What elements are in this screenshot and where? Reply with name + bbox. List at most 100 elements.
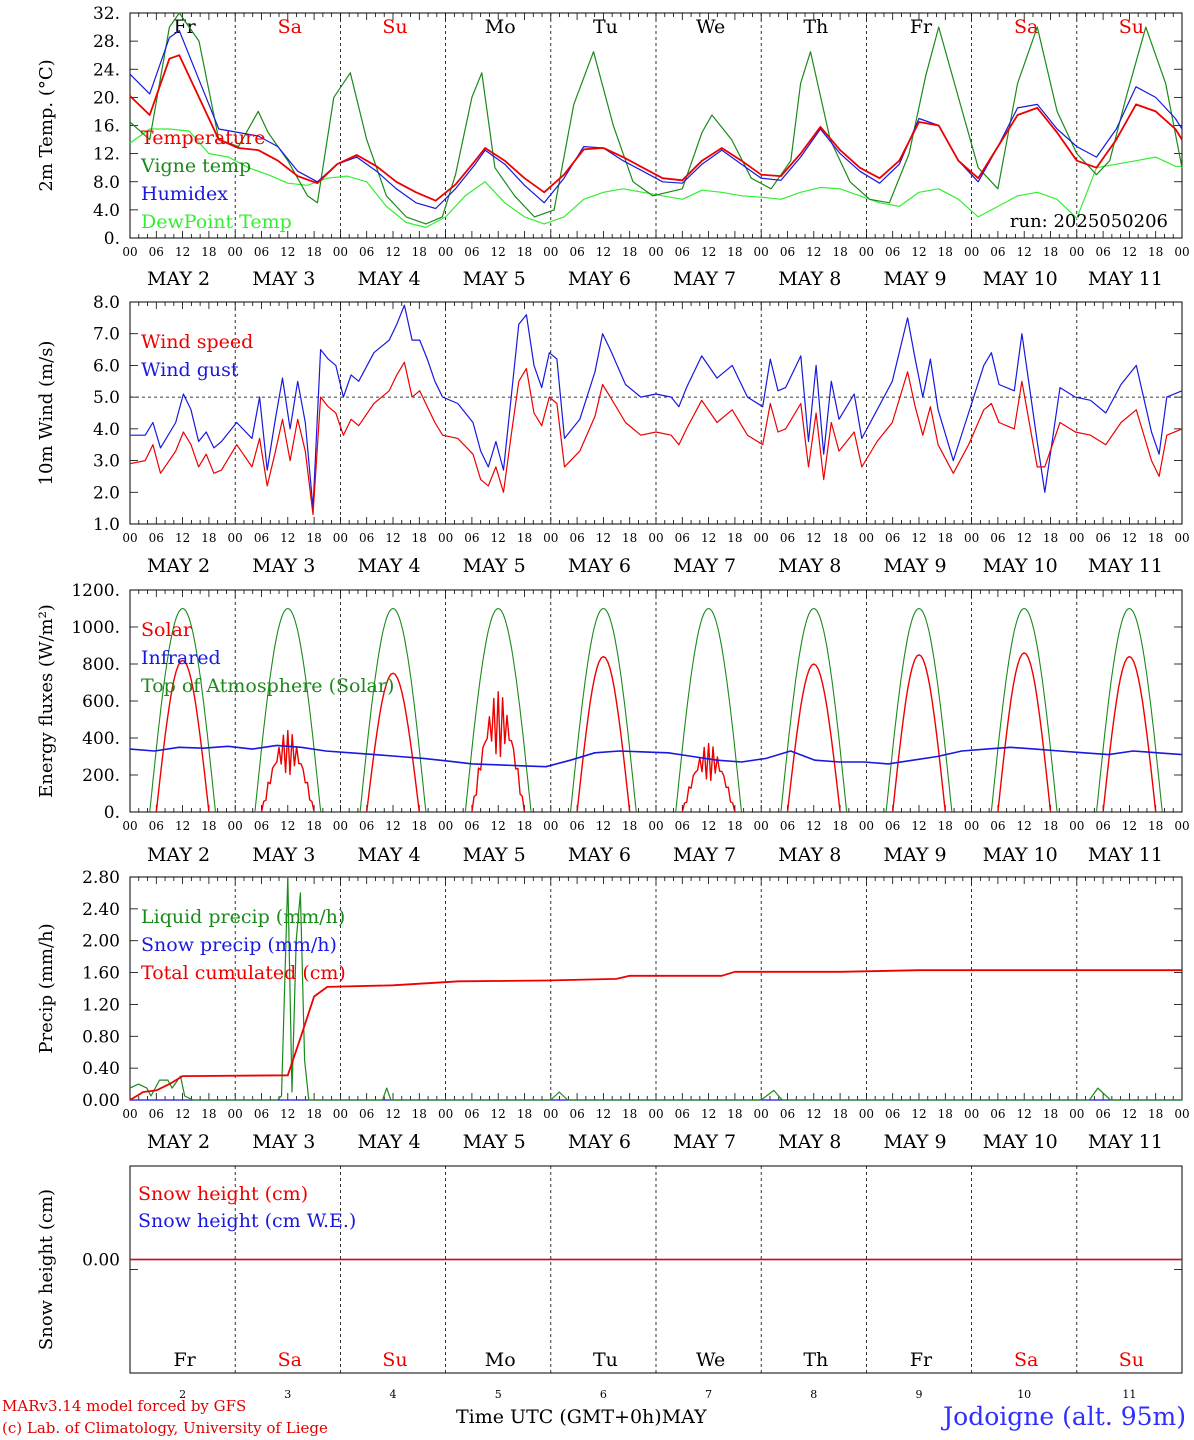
weekday-label: We — [696, 1349, 725, 1371]
legend-entry: Infrared — [141, 647, 221, 669]
hour-tick-label: 00 — [228, 819, 243, 833]
hour-tick-label: 18 — [938, 531, 953, 545]
hour-tick-label: 12 — [175, 245, 190, 259]
hour-tick-label: 06 — [254, 1107, 269, 1121]
hour-tick-label: 06 — [464, 819, 479, 833]
day-number-label: 3 — [284, 1388, 291, 1401]
hour-tick-label: 00 — [543, 819, 558, 833]
hour-tick-label: 12 — [806, 531, 821, 545]
weekday-label: Fr — [910, 1349, 933, 1371]
hour-tick-label: 06 — [359, 531, 374, 545]
hour-tick-label: 12 — [806, 245, 821, 259]
hour-tick-label: 18 — [1043, 245, 1058, 259]
legend-entry: Solar — [141, 619, 193, 641]
y-tick-label: 16. — [93, 117, 120, 137]
y-axis-label: Snow height (cm) — [36, 1189, 57, 1350]
hour-tick-label: 18 — [306, 819, 321, 833]
series-top-of-atmosphere-solar — [885, 607, 953, 813]
hour-tick-label: 12 — [175, 531, 190, 545]
series-dewpoint-temp — [129, 128, 1182, 229]
hour-tick-label: 06 — [569, 245, 584, 259]
hour-tick-label: 00 — [754, 245, 769, 259]
weekday-label: Tu — [593, 1349, 618, 1371]
hour-tick-label: 00 — [964, 245, 979, 259]
y-axis-label: Precip (mm/h) — [36, 923, 57, 1053]
hour-tick-label: 18 — [517, 245, 532, 259]
hour-tick-label: 00 — [333, 531, 348, 545]
hour-tick-label: 00 — [438, 245, 453, 259]
date-label: MAY 11 — [1088, 268, 1163, 290]
hour-tick-label: 06 — [1095, 819, 1110, 833]
series-top-of-atmosphere-solar — [1095, 607, 1163, 813]
hour-tick-label: 00 — [648, 1107, 663, 1121]
hour-tick-label: 18 — [832, 819, 847, 833]
y-axis-label: 10m Wind (m/s) — [36, 341, 57, 486]
hour-tick-label: 06 — [359, 819, 374, 833]
day-number-label: 9 — [916, 1388, 923, 1401]
hour-tick-label: 06 — [149, 819, 164, 833]
hour-tick-label: 00 — [333, 1107, 348, 1121]
weekday-label: Mo — [485, 1349, 516, 1371]
date-label: MAY 8 — [778, 1131, 841, 1153]
series-solar — [1102, 655, 1157, 813]
series-vigne-temp — [129, 12, 1183, 225]
hour-tick-label: 06 — [990, 531, 1005, 545]
legend-entry: Total cumulated (cm) — [141, 962, 346, 984]
hour-tick-label: 12 — [280, 245, 295, 259]
y-tick-label: 2.80 — [82, 868, 120, 888]
y-tick-label: 4.0 — [93, 201, 120, 221]
hour-tick-label: 00 — [1174, 245, 1189, 259]
weekday-label: Su — [1119, 1349, 1144, 1371]
hour-tick-label: 12 — [1017, 531, 1032, 545]
weekday-label: Mo — [485, 16, 516, 38]
y-tick-label: 3.0 — [93, 452, 120, 472]
hour-tick-label: 18 — [412, 1107, 427, 1121]
hour-tick-label: 12 — [596, 531, 611, 545]
legend-entry: Top of Atmosphere (Solar) — [141, 675, 394, 697]
series-liquid-precip-mm-h — [129, 876, 1182, 1101]
hour-tick-label: 12 — [1017, 1107, 1032, 1121]
date-label: MAY 10 — [983, 1131, 1058, 1153]
hour-tick-label: 00 — [1174, 1107, 1189, 1121]
day-number-label: 4 — [390, 1388, 397, 1401]
hour-tick-label: 00 — [648, 245, 663, 259]
hour-tick-label: 00 — [228, 531, 243, 545]
y-tick-label: 8.0 — [93, 293, 120, 313]
y-tick-label: 4.0 — [93, 420, 120, 440]
hour-tick-label: 18 — [517, 531, 532, 545]
hour-tick-label: 18 — [622, 819, 637, 833]
hour-tick-label: 18 — [306, 531, 321, 545]
hour-tick-label: 18 — [201, 1107, 216, 1121]
series-solar — [471, 691, 526, 813]
hour-tick-label: 06 — [359, 245, 374, 259]
y-tick-label: 1000. — [71, 618, 120, 638]
hour-tick-label: 06 — [464, 531, 479, 545]
hour-tick-label: 00 — [754, 531, 769, 545]
copyright-credit: (c) Lab. of Climatology, University of L… — [2, 1419, 328, 1437]
hour-tick-label: 06 — [569, 531, 584, 545]
legend-entry: Liquid precip (mm/h) — [141, 906, 345, 928]
hour-tick-label: 00 — [1069, 1107, 1084, 1121]
hour-tick-label: 18 — [1043, 819, 1058, 833]
date-label: MAY 9 — [883, 1131, 946, 1153]
weekday-label: Sa — [1014, 1349, 1038, 1371]
weekday-label: We — [696, 16, 725, 38]
hour-tick-label: 00 — [122, 819, 137, 833]
hour-tick-label: 06 — [1095, 245, 1110, 259]
hour-tick-label: 18 — [412, 531, 427, 545]
hour-tick-label: 00 — [228, 1107, 243, 1121]
hour-tick-label: 18 — [727, 819, 742, 833]
y-tick-label: 0.00 — [82, 1091, 120, 1111]
hour-tick-label: 12 — [701, 1107, 716, 1121]
hour-tick-label: 00 — [543, 1107, 558, 1121]
date-label: MAY 6 — [568, 1131, 631, 1153]
series-top-of-atmosphere-solar — [149, 607, 217, 813]
hour-tick-label: 18 — [622, 1107, 637, 1121]
hour-tick-label: 12 — [806, 1107, 821, 1121]
hour-tick-label: 00 — [122, 531, 137, 545]
hour-tick-label: 18 — [517, 819, 532, 833]
hour-tick-label: 12 — [385, 1107, 400, 1121]
y-tick-label: 1.60 — [82, 964, 120, 984]
series-infrared — [129, 744, 1183, 768]
hour-tick-label: 00 — [438, 819, 453, 833]
